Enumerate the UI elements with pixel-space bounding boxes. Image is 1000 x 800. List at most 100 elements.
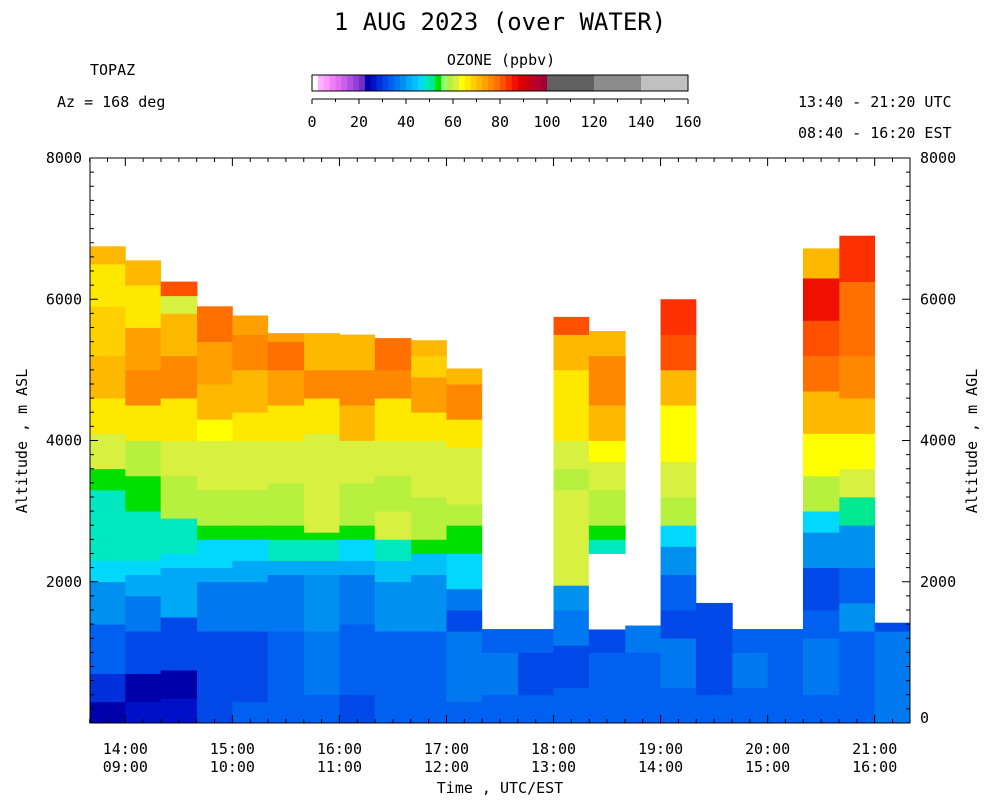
- ozone-profile-segment: [839, 602, 876, 632]
- ozone-profile-segment: [374, 398, 412, 441]
- ozone-profile-segment: [304, 398, 340, 434]
- utc-time-range: 13:40 - 21:20 UTC: [798, 93, 952, 111]
- ozone-profile-segment: [232, 334, 269, 371]
- x-axis-label: Time , UTC/EST: [437, 779, 563, 797]
- x-tick-label-utc: 20:00: [745, 740, 790, 758]
- ozone-profile-segment: [160, 281, 198, 297]
- axes: 80006000400020008000600040002000014:0009…: [13, 149, 981, 797]
- ozone-profile-segment: [197, 694, 233, 724]
- colorbar-swatch: [500, 75, 507, 91]
- colorbar-swatch: [541, 75, 548, 91]
- ozone-profile-segment: [232, 525, 269, 540]
- ozone-profile-segment: [197, 581, 233, 632]
- ozone-profile-segment: [232, 369, 269, 413]
- ozone-profile-segment: [339, 574, 376, 625]
- ozone-profile-segment: [90, 433, 126, 470]
- colorbar-swatch: [394, 75, 401, 91]
- ozone-profile-segment: [518, 629, 554, 653]
- colorbar-swatch: [470, 75, 477, 91]
- ozone-profile-segment: [802, 355, 840, 392]
- ozone-profile-segment: [660, 334, 697, 371]
- ozone-profile-segment: [267, 333, 305, 343]
- ozone-profile-segment: [267, 525, 305, 540]
- ozone-profile-segment: [411, 440, 447, 498]
- ozone-profile-segment: [446, 504, 483, 526]
- ozone-profile-segment: [839, 694, 876, 724]
- ozone-profile-segment: [304, 433, 340, 491]
- ozone-profile-segment: [339, 624, 376, 696]
- ozone-profile-segment: [232, 581, 269, 632]
- ozone-profile-segment: [339, 334, 376, 371]
- colorbar-swatch: [359, 75, 366, 91]
- colorbar-swatch: [329, 75, 336, 91]
- ozone-profile-segment: [802, 475, 840, 512]
- ozone-profile-segment: [304, 333, 340, 371]
- colorbar-swatch: [517, 75, 524, 91]
- ozone-profile-segment: [197, 306, 233, 343]
- ozone-profile-segment: [660, 638, 697, 689]
- ozone-profile-segment: [197, 567, 233, 583]
- y-left-tick-label: 2000: [46, 573, 82, 591]
- x-tick-label-utc: 18:00: [531, 740, 576, 758]
- y-right-tick-label: 8000: [920, 149, 956, 167]
- ozone-profile-segment: [125, 285, 162, 328]
- ozone-profile-segment: [660, 546, 697, 576]
- colorbar-swatch: [323, 75, 330, 91]
- colorbar-swatch: [494, 75, 501, 91]
- ozone-profile-segment: [802, 511, 840, 533]
- colorbar-swatch: [482, 75, 489, 91]
- ozone-profile-segment: [304, 560, 340, 576]
- ozone-profile-segment: [160, 313, 198, 357]
- ozone-profile-segment: [339, 482, 376, 526]
- ozone-profile-segment: [374, 338, 412, 371]
- ozone-profile-segment: [125, 595, 162, 632]
- ozone-profile-segment: [160, 295, 198, 314]
- ozone-profile-segment: [802, 567, 840, 611]
- ozone-profile-segment: [802, 433, 840, 477]
- colorbar-frame: [311, 74, 689, 92]
- ozone-profile-segment: [839, 320, 876, 357]
- ozone-profile-segment: [267, 574, 305, 632]
- colorbar-swatch: [335, 75, 342, 91]
- ozone-profile-segment: [374, 369, 412, 399]
- ozone-profile-segment: [411, 574, 447, 632]
- x-tick-label-utc: 19:00: [638, 740, 683, 758]
- ozone-profile-segment: [839, 567, 876, 604]
- ozone-profile-segment: [267, 440, 305, 484]
- ozone-profile-segment: [732, 687, 769, 724]
- ozone-profile-segment: [660, 525, 697, 547]
- ozone-profile-segment: [411, 340, 447, 357]
- colorbar-swatch: [423, 75, 430, 91]
- ozone-profile-segment: [660, 610, 697, 639]
- ozone-profile-segment: [339, 405, 376, 441]
- ozone-profile-segment: [304, 489, 340, 533]
- colorbar-swatch: [388, 75, 395, 91]
- ozone-profile-segment: [553, 468, 590, 491]
- ozone-profile-segment: [446, 588, 483, 611]
- ozone-profile-segment: [839, 497, 876, 526]
- x-tick-label-est: 09:00: [103, 758, 148, 776]
- colorbar-swatch: [453, 75, 460, 91]
- ozone-profile-segment: [267, 539, 305, 561]
- ozone-profile-segment: [767, 687, 804, 724]
- ozone-profile-segment: [411, 539, 447, 554]
- ozone-profile-segment: [588, 355, 626, 406]
- ozone-profile-segment: [197, 384, 233, 420]
- ozone-profile-segment: [90, 581, 126, 625]
- ozone-profile-segment: [125, 511, 162, 561]
- ozone-profile-segment: [160, 398, 198, 441]
- x-tick-label-utc: 15:00: [210, 740, 255, 758]
- ozone-profile-segment: [553, 687, 590, 724]
- ozone-profile-segment: [732, 652, 769, 689]
- ozone-profile-segment: [267, 341, 305, 371]
- ozone-profile-segment: [802, 638, 840, 696]
- colorbar-swatch: [435, 75, 442, 91]
- y-left-tick-label: 4000: [46, 432, 82, 450]
- ozone-profile-segment: [802, 694, 840, 724]
- y-right-tick-label: 6000: [920, 290, 956, 308]
- ozone-profile-segment: [660, 299, 697, 335]
- ozone-profile-segment: [232, 701, 269, 724]
- azimuth-label: Az = 168 deg: [57, 93, 166, 111]
- ozone-profile-segment: [90, 673, 126, 703]
